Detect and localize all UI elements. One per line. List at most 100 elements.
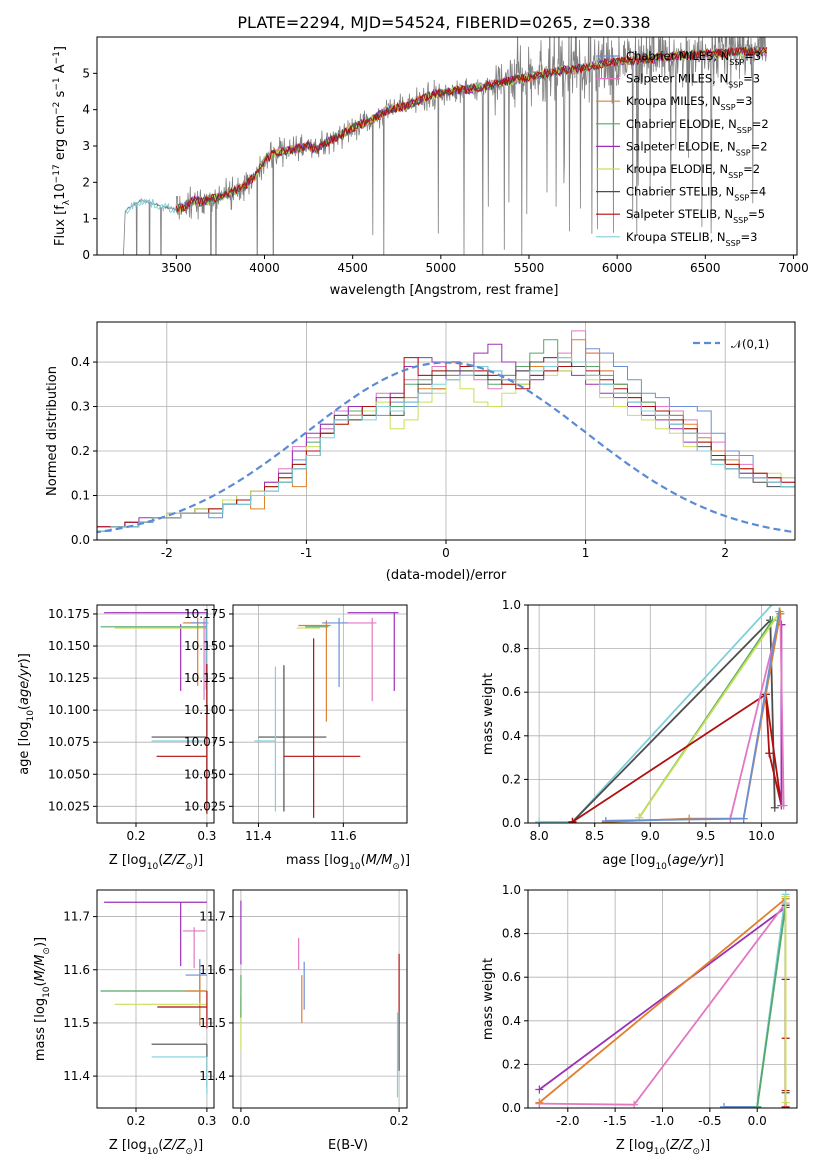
chart-title: PLATE=2294, MJD=54524, FIBERID=0265, z=0… <box>237 13 650 32</box>
y-tick-label: 0.3 <box>71 400 90 414</box>
x-tick-label: 4000 <box>249 261 280 275</box>
weight-marker <box>739 814 748 823</box>
x-axis-label: Z [log10(Z/Z⊙)] <box>109 853 203 872</box>
y-tick-label: 10.150 <box>48 639 90 653</box>
axes-frame <box>232 604 408 824</box>
y-tick-label: 1.0 <box>502 598 521 612</box>
y-tick-label: 0.2 <box>502 1057 521 1071</box>
y-tick-label: 10.025 <box>48 799 90 813</box>
x-tick-label: 3500 <box>161 261 192 275</box>
x-tick-label: -2 <box>161 546 173 560</box>
legend-entry: Kroupa ELODIE, NSSP=2 <box>626 162 760 180</box>
weight-marker <box>720 1102 729 1108</box>
y-tick-label: 11.6 <box>63 963 90 977</box>
y-tick-label: 10.050 <box>184 767 226 781</box>
x-tick-label: 5000 <box>426 261 457 275</box>
y-tick-label: 0.1 <box>71 489 90 503</box>
chart-residuals: -2 -1 0 1 2 0.0 0.1 0.2 0.3 0.4 <box>71 321 796 560</box>
x-axis-label: E(B-V) <box>328 1138 368 1153</box>
chart-mass_vs_Z: 0.2 0.3 11.4 11.5 11.6 11.7 <box>63 889 216 1128</box>
x-axis-label: (data-model)/error <box>386 568 507 583</box>
legend-entry: Chabrier MILES, NSSP=3 <box>626 49 761 67</box>
histogram-kroupa-stelib <box>97 357 795 532</box>
legend-entry: Chabrier STELIB, NSSP=4 <box>626 185 766 203</box>
x-tick-label: 5500 <box>514 261 545 275</box>
y-tick-label: 2 <box>82 175 90 189</box>
x-axis-label: Z [log10(Z/Z⊙)] <box>616 1138 710 1157</box>
y-tick-label: 10.100 <box>48 703 90 717</box>
y-tick-label: 11.7 <box>199 910 226 924</box>
y-axis-label: mass weight <box>481 958 496 1040</box>
x-tick-label: 0.0 <box>748 1114 767 1128</box>
y-tick-label: 11.5 <box>63 1016 90 1030</box>
plot-area <box>535 605 788 823</box>
x-tick-label: 10.0 <box>748 829 775 843</box>
legend-entry: Chabrier ELODIE, NSSP=2 <box>626 117 769 135</box>
x-tick-label: 9.5 <box>696 829 715 843</box>
y-tick-label: 0.6 <box>502 970 521 984</box>
plot-area <box>97 330 795 534</box>
y-tick-label: 10.175 <box>48 607 90 621</box>
x-tick-label: 0 <box>442 546 450 560</box>
model-line-chabrier-stelib <box>176 47 768 212</box>
model-line-salpeter-stelib <box>175 46 768 212</box>
x-tick-label: 7000 <box>778 261 809 275</box>
weight-line-kroupa-miles <box>538 898 787 1104</box>
legend-entry: 𝒩(0,1) <box>731 337 769 351</box>
histogram-salpeter-stelib <box>97 357 795 528</box>
weight-line-chabrier-miles <box>724 896 787 1108</box>
weight-marker <box>781 1098 790 1107</box>
plot-area <box>535 890 790 1108</box>
axes-frame <box>96 604 215 824</box>
y-tick-label: 11.5 <box>199 1016 226 1030</box>
x-axis-label: wavelength [Angstrom, rest frame] <box>330 283 559 298</box>
gaussian-curve <box>97 361 795 534</box>
weight-marker <box>630 1100 639 1108</box>
x-tick-label: 6500 <box>690 261 721 275</box>
y-tick-label: 11.6 <box>199 963 226 977</box>
y-tick-label: 0.8 <box>502 642 521 656</box>
weight-line-kroupa-elodie <box>638 610 782 819</box>
y-tick-label: 11.4 <box>199 1069 226 1083</box>
x-tick-label: 8.0 <box>530 829 549 843</box>
plot-area <box>123 37 768 255</box>
y-tick-label: 0.2 <box>71 444 90 458</box>
y-tick-label: 0.4 <box>502 729 521 743</box>
axes-frame <box>527 889 798 1109</box>
x-tick-label: 9.0 <box>641 829 660 843</box>
plot-area <box>240 900 400 1098</box>
weight-marker <box>535 1099 544 1108</box>
axes-frame <box>96 321 796 541</box>
x-tick-label: 0.2 <box>390 1114 409 1128</box>
legend-entry: Salpeter MILES, NSSP=3 <box>626 72 760 90</box>
chart-age_vs_mass: 11.4 11.6 10.025 10.050 10.075 10.100 10.125 10… <box>184 604 408 843</box>
weight-marker <box>770 803 779 812</box>
y-tick-label: 0.8 <box>502 927 521 941</box>
y-tick-label: 0.0 <box>502 1101 521 1115</box>
x-tick-label: 8.5 <box>585 829 604 843</box>
x-tick-label: 11.6 <box>330 829 357 843</box>
weight-marker <box>535 1085 544 1094</box>
weight-marker <box>568 817 577 823</box>
y-tick-label: 4 <box>82 103 90 117</box>
x-tick-label: 0.2 <box>126 829 145 843</box>
weight-line-chabrier-elodie <box>756 905 787 1108</box>
weight-line-salpeter-elodie <box>538 906 787 1091</box>
y-tick-label: 11.7 <box>63 910 90 924</box>
y-axis-label: mass weight <box>481 673 496 755</box>
legend-entry: Kroupa STELIB, NSSP=3 <box>626 230 757 248</box>
y-tick-label: 0 <box>82 248 90 262</box>
y-tick-label: 10.125 <box>184 671 226 685</box>
axes-frame <box>527 604 798 824</box>
plot-area <box>100 612 209 815</box>
y-tick-label: 0.2 <box>502 772 521 786</box>
y-axis-label: mass [log10(M/M⊙)] <box>33 937 52 1061</box>
y-tick-label: 5 <box>82 66 90 80</box>
legend-entry: Salpeter ELODIE, NSSP=2 <box>626 139 768 157</box>
x-tick-label: -0.5 <box>698 1114 721 1128</box>
x-tick-label: 1 <box>582 546 590 560</box>
x-tick-label: -1 <box>300 546 312 560</box>
y-tick-label: 0.0 <box>502 816 521 830</box>
weight-marker <box>775 607 784 616</box>
